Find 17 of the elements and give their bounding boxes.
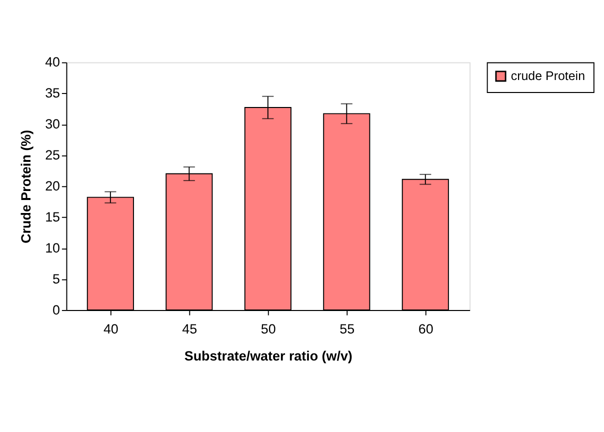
y-tick-label: 15 <box>45 209 60 224</box>
y-tick-label: 35 <box>45 86 60 101</box>
y-axis-title: Crude Protein (%) <box>18 130 34 244</box>
y-tick-label: 20 <box>45 178 60 194</box>
x-tick-label: 45 <box>182 322 198 337</box>
x-tick-label: 55 <box>340 322 355 337</box>
y-tick-label: 10 <box>45 240 60 256</box>
x-tick-label: 50 <box>260 322 276 337</box>
y-tick-label: 5 <box>52 271 60 286</box>
y-tick-label: 40 <box>45 54 60 70</box>
x-tick-label: 60 <box>418 322 434 337</box>
legend-label: crude Protein <box>510 69 586 84</box>
x-tick-label: 40 <box>103 322 118 337</box>
y-tick-label: 25 <box>45 148 60 163</box>
y-tick-label: 30 <box>45 116 60 132</box>
y-tick-label: 0 <box>52 302 60 318</box>
x-axis-title: Substrate/water ratio (w/v) <box>184 348 352 364</box>
